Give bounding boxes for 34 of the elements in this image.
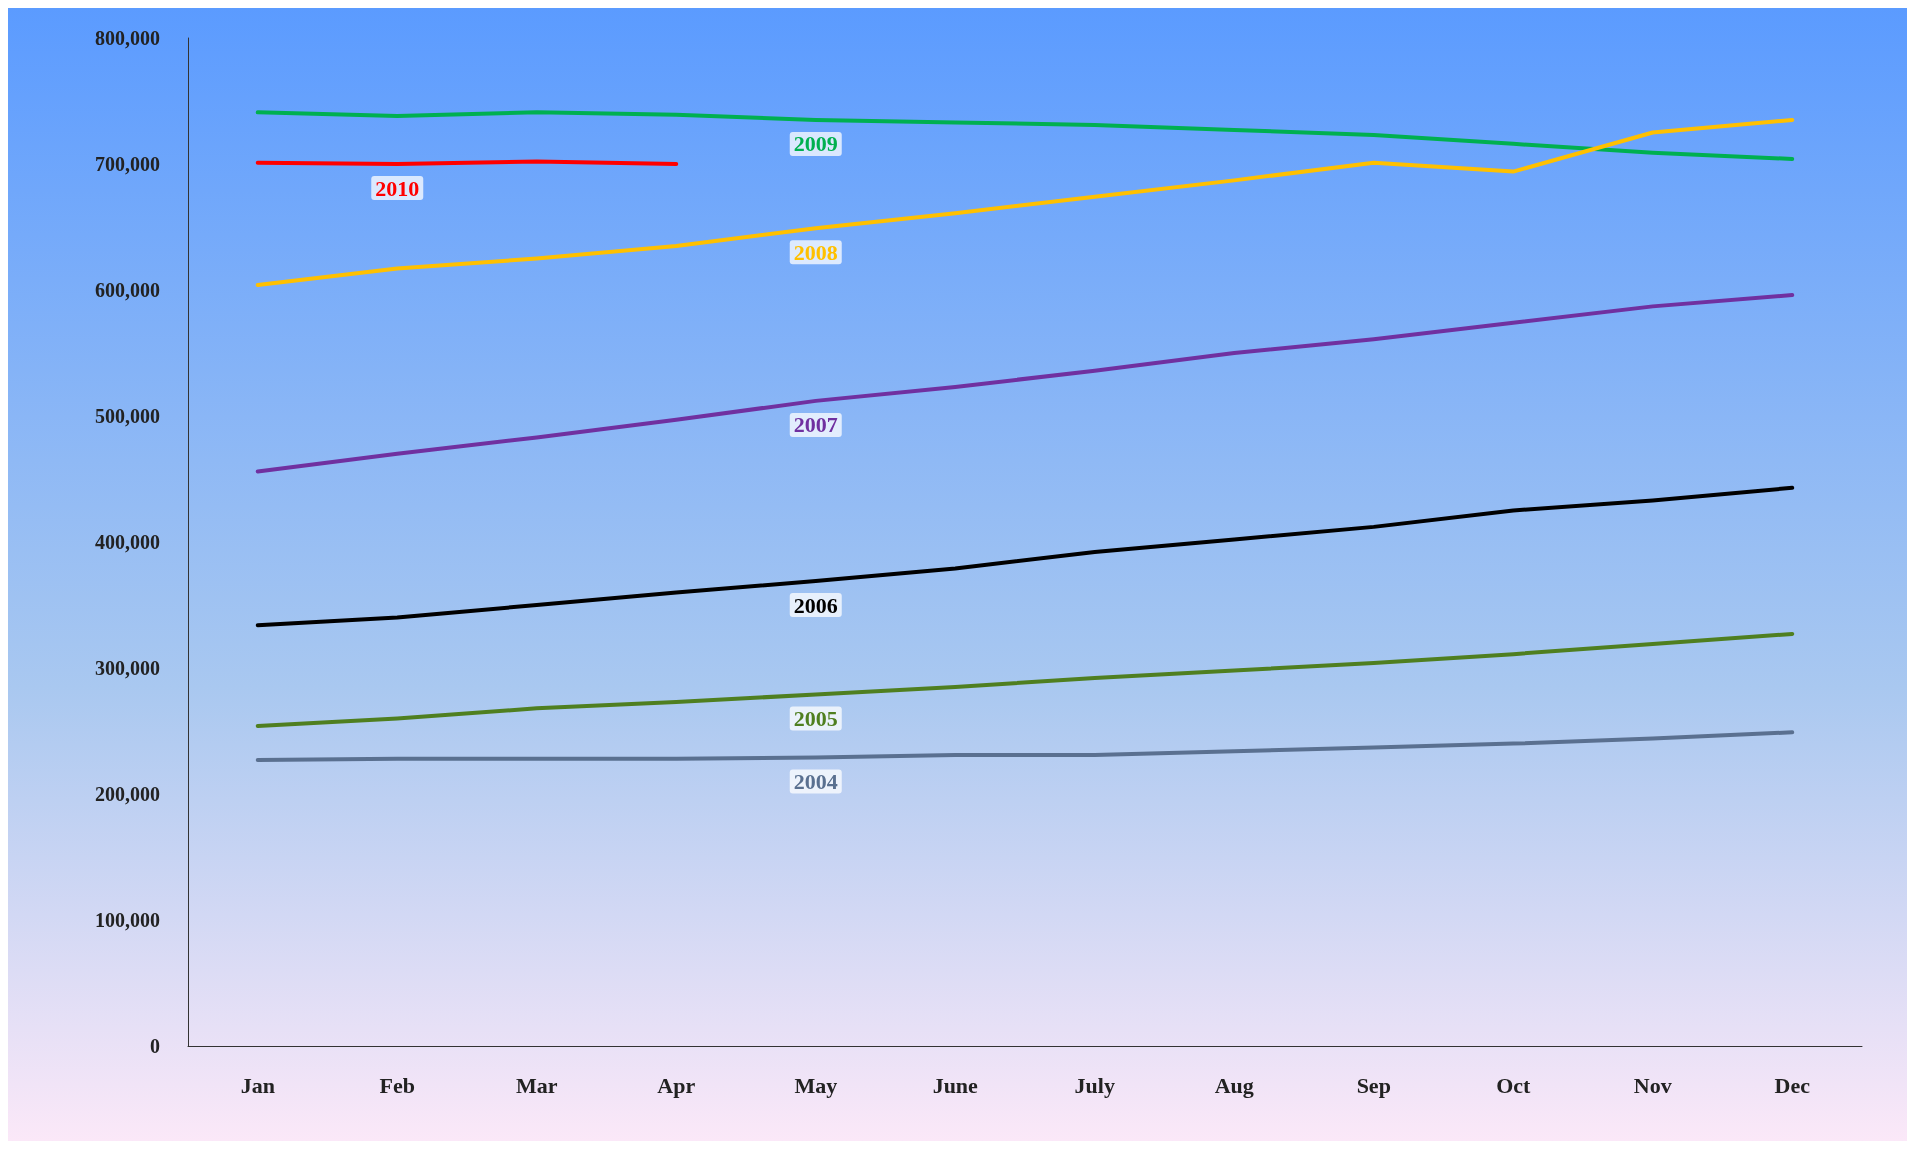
series-label: 2005 bbox=[793, 705, 838, 731]
x-tick-label: May bbox=[794, 1072, 838, 1098]
x-tick-label: Nov bbox=[1633, 1072, 1672, 1098]
x-tick-label: Feb bbox=[379, 1072, 415, 1098]
x-tick-label: June bbox=[932, 1072, 979, 1098]
series-label: 2004 bbox=[793, 768, 838, 794]
line-series bbox=[255, 293, 1795, 474]
x-tick-label: Jan bbox=[240, 1072, 275, 1098]
x-tick-label: Apr bbox=[657, 1072, 696, 1098]
line-series bbox=[255, 117, 1795, 287]
y-tick-label: 0 bbox=[150, 1035, 160, 1057]
series-label: 2007 bbox=[793, 412, 838, 438]
y-tick-label: 800,000 bbox=[95, 27, 160, 49]
y-tick-label: 300,000 bbox=[95, 657, 160, 679]
y-tick-label: 100,000 bbox=[95, 909, 160, 931]
x-tick-label: Dec bbox=[1774, 1072, 1811, 1098]
x-tick-label: Oct bbox=[1496, 1072, 1532, 1098]
x-tick-label: Aug bbox=[1214, 1072, 1254, 1098]
y-tick-label: 200,000 bbox=[95, 783, 160, 805]
series-label: 2006 bbox=[793, 592, 838, 618]
line-series bbox=[255, 730, 1795, 762]
y-tick-label: 400,000 bbox=[95, 531, 160, 553]
x-tick-label: Sep bbox=[1356, 1072, 1391, 1098]
series-label: 2008 bbox=[793, 239, 838, 265]
x-tick-label: Mar bbox=[515, 1072, 558, 1098]
y-tick-label: 600,000 bbox=[95, 279, 160, 301]
y-tick-label: 500,000 bbox=[95, 405, 160, 427]
x-tick-label: July bbox=[1074, 1072, 1115, 1098]
line-series bbox=[255, 110, 1795, 161]
series-label: 2010 bbox=[375, 175, 420, 201]
line-series bbox=[255, 485, 1795, 628]
y-tick-label: 700,000 bbox=[95, 153, 160, 175]
line-series bbox=[255, 631, 1795, 728]
series-label: 2009 bbox=[793, 131, 838, 157]
